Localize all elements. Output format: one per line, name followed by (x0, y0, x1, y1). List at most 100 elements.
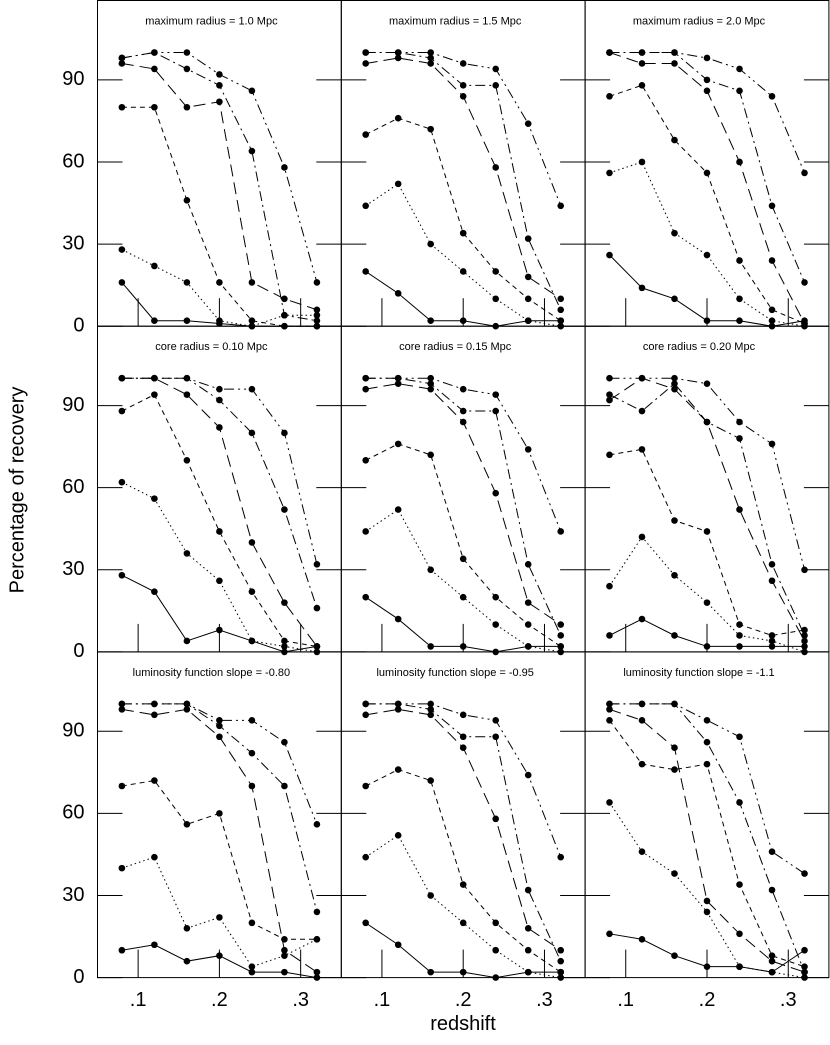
data-point (736, 418, 743, 426)
x-tick-label: .1 (374, 989, 391, 1011)
data-point (638, 935, 646, 943)
panel: luminosity function slope = -1.1 .1 .2 .3 (584, 651, 830, 1011)
data-point (557, 968, 565, 976)
series-line (609, 52, 805, 174)
series-line (121, 708, 318, 973)
x-tick-label: .2 (211, 989, 228, 1011)
data-point (671, 700, 678, 708)
data-point (427, 385, 434, 393)
data-point (671, 229, 678, 237)
data-point (703, 528, 711, 535)
series-line (365, 117, 561, 322)
data-point (281, 643, 288, 650)
data-point (362, 593, 369, 601)
data-point (394, 615, 402, 623)
panel-title: core radius = 0.10 Mpc (155, 341, 268, 353)
data-point (427, 777, 434, 784)
data-point (151, 391, 158, 398)
data-point (606, 451, 613, 459)
data-point (606, 717, 613, 724)
data-point (557, 957, 565, 965)
data-point (801, 279, 808, 286)
data-point (183, 317, 191, 325)
data-point (216, 424, 223, 431)
data-point (459, 968, 467, 976)
data-point (524, 946, 532, 954)
data-point (216, 626, 223, 634)
data-point (703, 87, 711, 95)
data-point (281, 968, 288, 976)
data-point (703, 717, 711, 724)
data-point (736, 317, 743, 325)
data-point (459, 92, 467, 100)
data-point (118, 571, 126, 579)
data-point (736, 295, 743, 303)
data-point (671, 571, 678, 579)
data-point (248, 279, 256, 286)
data-point (394, 506, 402, 513)
data-point (427, 706, 434, 713)
data-point (459, 407, 467, 415)
data-point (394, 766, 402, 773)
data-point (459, 82, 467, 89)
data-point (768, 643, 776, 650)
data-point (459, 60, 467, 67)
data-point (151, 700, 158, 708)
data-point (557, 853, 565, 861)
data-point (557, 974, 565, 981)
data-point (248, 919, 256, 927)
data-point (492, 733, 500, 741)
data-point (768, 317, 776, 325)
data-point (151, 588, 158, 595)
data-point (427, 643, 434, 650)
data-point (671, 517, 678, 524)
data-point (671, 136, 678, 144)
data-point (801, 870, 808, 877)
data-point (768, 637, 776, 645)
data-point (801, 968, 808, 976)
data-point (427, 892, 434, 899)
data-point (492, 946, 500, 954)
data-point (459, 643, 467, 650)
data-point (183, 391, 191, 398)
data-point (492, 82, 500, 89)
data-point (736, 930, 743, 938)
data-point (492, 65, 500, 73)
series-line (365, 377, 562, 532)
data-point (606, 582, 613, 590)
data-point (492, 407, 500, 415)
data-point (281, 782, 288, 790)
data-point (606, 799, 613, 806)
series-line (365, 52, 562, 206)
data-point (736, 963, 743, 970)
data-point (151, 495, 158, 502)
data-point (459, 418, 467, 426)
data-point (216, 279, 223, 286)
data-point (151, 103, 158, 111)
series-line (121, 377, 318, 565)
series-line (365, 443, 561, 647)
data-point (313, 968, 321, 976)
data-point (362, 457, 369, 464)
data-point (118, 946, 126, 954)
data-point (736, 65, 743, 73)
y-axis-label: Percentage of recovery (6, 387, 28, 594)
data-point (427, 317, 434, 325)
y-tick-label: 90 (62, 68, 84, 90)
data-point (248, 588, 256, 595)
data-point (736, 881, 743, 888)
data-point (394, 440, 402, 448)
data-point (183, 457, 191, 464)
data-point (362, 528, 369, 535)
data-point (638, 615, 646, 623)
data-point (524, 317, 532, 325)
data-point (638, 446, 646, 453)
data-point (183, 49, 191, 56)
data-point (703, 760, 711, 768)
series-line (609, 703, 805, 875)
data-point (703, 317, 711, 325)
data-point (427, 968, 434, 976)
data-point (557, 317, 565, 325)
y-tick-label: 90 (62, 394, 84, 416)
series-line (609, 52, 805, 283)
